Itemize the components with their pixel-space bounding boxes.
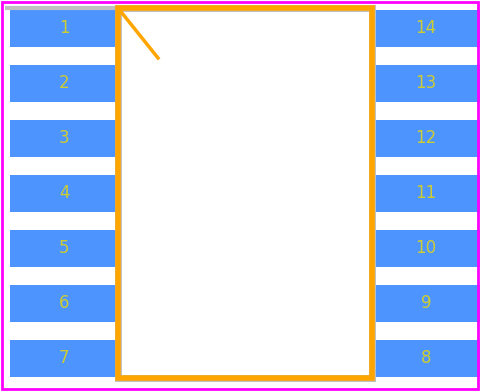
- Bar: [372, 174, 480, 212]
- Text: 3: 3: [59, 129, 69, 147]
- Bar: [10, 230, 118, 267]
- Text: 12: 12: [415, 129, 437, 147]
- Text: 9: 9: [421, 294, 431, 312]
- Text: 2: 2: [59, 74, 69, 92]
- Bar: [372, 65, 480, 102]
- Text: 13: 13: [415, 74, 437, 92]
- Bar: [10, 65, 118, 102]
- Bar: [372, 9, 480, 47]
- Bar: [10, 174, 118, 212]
- Bar: [118, 8, 372, 378]
- Text: 11: 11: [415, 184, 437, 202]
- Bar: [372, 339, 480, 377]
- Text: 10: 10: [415, 239, 437, 257]
- Bar: [118, 8, 372, 378]
- Text: 5: 5: [59, 239, 69, 257]
- Bar: [372, 120, 480, 156]
- Bar: [10, 339, 118, 377]
- Bar: [10, 120, 118, 156]
- Text: 7: 7: [59, 349, 69, 367]
- Text: 14: 14: [415, 19, 437, 37]
- Bar: [372, 285, 480, 321]
- Bar: [10, 285, 118, 321]
- Text: 1: 1: [59, 19, 69, 37]
- Bar: [372, 230, 480, 267]
- Text: 6: 6: [59, 294, 69, 312]
- Text: 4: 4: [59, 184, 69, 202]
- Text: 8: 8: [421, 349, 431, 367]
- Bar: [10, 9, 118, 47]
